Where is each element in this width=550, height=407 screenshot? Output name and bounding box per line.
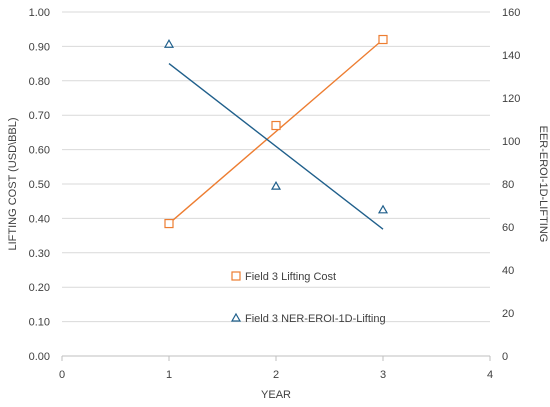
right-tick-label: 80 [502,179,514,191]
data-point-triangle [270,180,282,190]
x-tick-label: 2 [273,369,279,381]
data-markers [163,34,389,229]
left-tick-label: 0.70 [29,110,50,122]
x-tick-label: 0 [59,369,65,381]
right-tick-label: 40 [502,265,514,277]
left-y-axis-title: LIFTING COST (USD\BBL) [7,117,19,250]
data-point-square [378,34,388,45]
data-point-square [164,218,174,229]
data-point-square [271,120,281,131]
right-tick-label: 60 [502,222,514,234]
x-tick-label: 1 [166,369,172,381]
right-tick-label: 100 [502,136,520,148]
left-tick-label: 1.00 [29,7,50,19]
left-tick-label: 0.10 [29,317,50,329]
legend-label-ner-eroi: Field 3 NER-EROI-1D-Lifting [245,313,386,325]
x-axis-title: YEAR [261,389,291,401]
legend-label-lifting-cost: Field 3 Lifting Cost [245,271,336,283]
right-tick-label: 160 [502,7,520,19]
data-point-triangle [377,204,389,214]
trendlines [168,38,384,230]
right-tick-label: 20 [502,308,514,320]
trendline-series-0 [168,38,384,225]
square-marker-icon [231,271,241,281]
left-tick-label: 0.80 [29,76,50,88]
trendline-series-1 [168,63,384,230]
x-tick-label: 3 [380,369,386,381]
left-tick-label: 0.00 [29,351,50,363]
legend-item-lifting-cost: Field 3 Lifting Cost [231,271,336,283]
x-tick-label: 4 [487,369,493,381]
left-tick-label: 0.30 [29,248,50,260]
triangle-marker-icon [230,312,242,322]
legend-item-ner-eroi: Field 3 NER-EROI-1D-Lifting [230,312,386,325]
left-tick-label: 0.40 [29,213,50,225]
left-tick-label: 0.60 [29,145,50,157]
data-point-triangle [163,39,175,48]
right-tick-label: 140 [502,50,520,62]
left-tick-label: 0.90 [29,41,50,53]
left-axis-ticks: 0.00 0.10 0.20 0.30 0.40 0.50 0.60 0.70 0.80 0.90… [29,7,50,363]
right-axis-ticks: 0 20 40 60 80 100 120 140 160 [502,7,520,363]
x-axis-ticks: 0 1 2 3 4 [59,356,493,381]
right-tick-label: 120 [502,93,520,105]
right-y-axis-title: EER-EROI-1D-LIFTING [537,126,549,243]
legend: Field 3 Lifting Cost Field 3 NER-EROI-1D… [230,271,386,325]
left-tick-label: 0.20 [29,282,50,294]
left-tick-label: 0.50 [29,179,50,191]
right-tick-label: 0 [502,351,508,363]
